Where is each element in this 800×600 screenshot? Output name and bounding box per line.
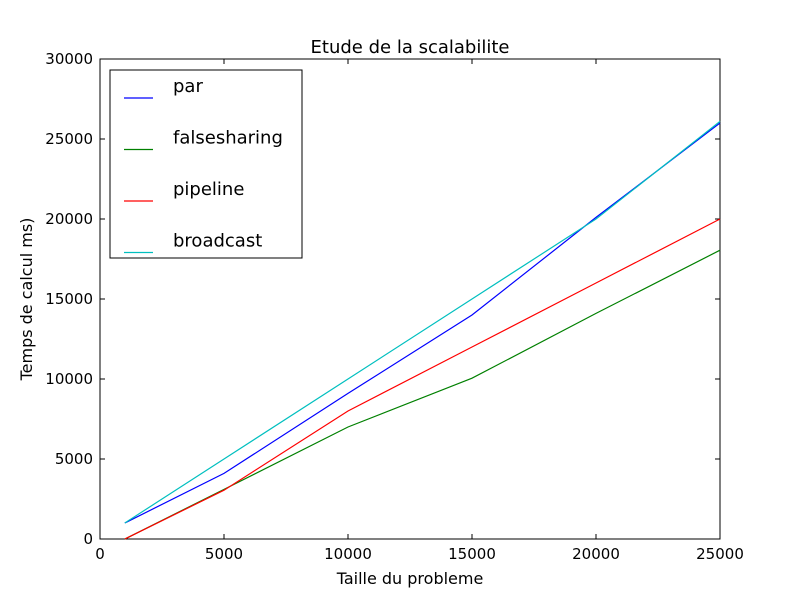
y-tick-label: 10000	[45, 370, 93, 388]
y-tick-label: 25000	[45, 130, 93, 148]
series-line-par	[124, 122, 721, 524]
legend-label-falsesharing: falsesharing	[173, 128, 283, 149]
legend: par falsesharing pipeline broadcast	[109, 69, 303, 259]
x-tick-label: 15000	[448, 545, 496, 563]
series-line-pipeline	[124, 218, 721, 540]
y-axis-label: Temps de calcul ms)	[17, 218, 36, 382]
legend-label-broadcast: broadcast	[173, 231, 262, 252]
y-tick-label: 20000	[45, 210, 93, 228]
ticks-layer: 0 5000 10000 15000 20000 25000 0 5000 10000 15000…	[45, 50, 744, 563]
y-tick-label: 15000	[45, 290, 93, 308]
x-tick-label: 0	[95, 545, 105, 563]
y-tick-label: 30000	[45, 50, 93, 68]
x-axis-label: Taille du probleme	[336, 569, 484, 588]
x-tick-label: 20000	[572, 545, 620, 563]
series-line-broadcast	[124, 120, 721, 524]
y-tick-label: 5000	[55, 450, 93, 468]
legend-label-par: par	[173, 76, 203, 97]
y-tick-label: 0	[83, 530, 93, 548]
x-tick-label: 10000	[324, 545, 372, 563]
legend-box	[109, 69, 303, 259]
x-tick-label: 25000	[696, 545, 744, 563]
series-lines	[124, 120, 721, 540]
chart-title: Etude de la scalabilite	[311, 37, 510, 58]
x-tick-label: 5000	[205, 545, 243, 563]
legend-label-pipeline: pipeline	[173, 179, 244, 200]
